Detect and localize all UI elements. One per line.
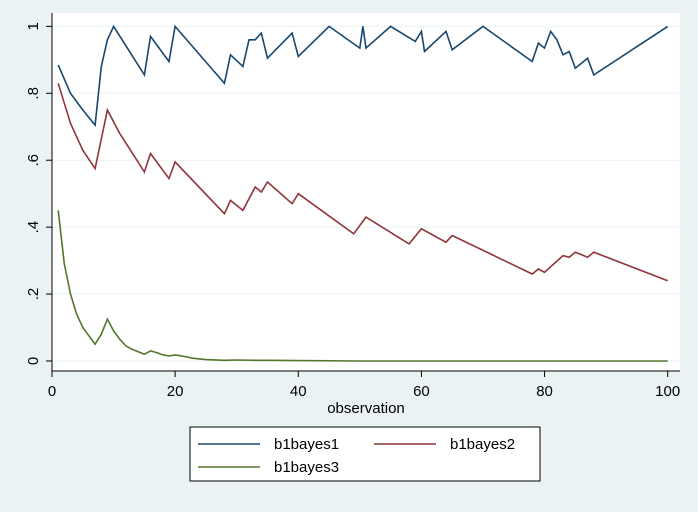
- y-tick-label: .4: [25, 221, 42, 234]
- y-tick-label: .8: [25, 87, 42, 100]
- legend-label-b1bayes2: b1bayes2: [450, 436, 515, 453]
- series-lines: [57, 24, 669, 362]
- legend: b1bayes1 b1bayes2 b1bayes3: [189, 426, 541, 482]
- series-line-b1bayes1: [57, 24, 669, 128]
- x-tick-label: 20: [167, 383, 184, 400]
- legend-label-b1bayes3: b1bayes3: [274, 459, 339, 476]
- y-tick-label: .2: [25, 288, 42, 301]
- x-tick-label: 60: [413, 383, 430, 400]
- y-tick-label: 0: [25, 357, 42, 365]
- x-tick-label: 100: [655, 383, 680, 400]
- legend-box: [189, 426, 541, 482]
- y-tick-label: 1: [25, 22, 42, 30]
- series-line-b1bayes3: [57, 210, 668, 362]
- x-tick-label: 80: [536, 383, 553, 400]
- axes: 0 .2 .4 .6 .8 1 0 20 40 60 80 100: [25, 13, 680, 400]
- x-tick-label: 40: [290, 383, 307, 400]
- x-tick-label: 0: [48, 383, 56, 400]
- x-axis-title: observation: [327, 400, 405, 417]
- series-line-b1bayes2: [57, 83, 668, 282]
- legend-label-b1bayes1: b1bayes1: [274, 436, 339, 453]
- y-tick-label: .6: [25, 154, 42, 167]
- plot-area: [52, 13, 680, 371]
